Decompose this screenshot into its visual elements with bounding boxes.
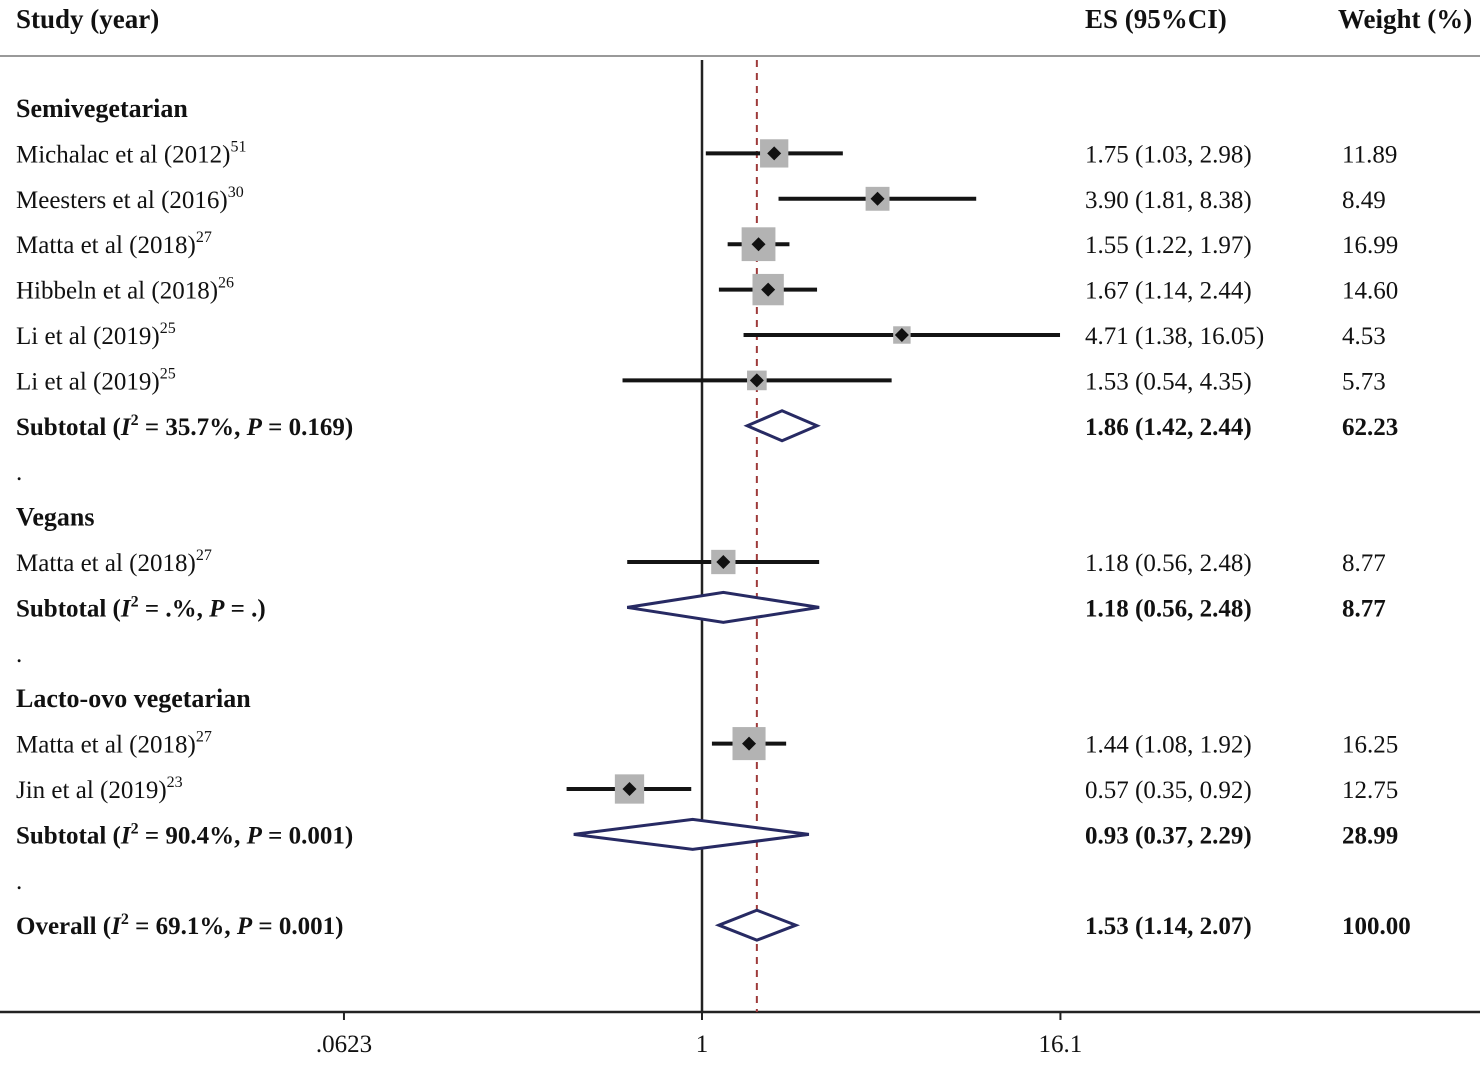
- axis-tick-label: 1: [696, 1031, 709, 1058]
- subtotal-diamond: [626, 590, 820, 624]
- point-estimate-marker: [761, 282, 776, 297]
- group-label: Vegans: [16, 503, 95, 532]
- weight-value: 16.99: [1342, 232, 1398, 259]
- es-value: 0.93 (0.37, 2.29): [1085, 822, 1252, 849]
- study-label: Matta et al (2018)27: [16, 547, 212, 577]
- es-value: 1.75 (1.03, 2.98): [1085, 141, 1252, 168]
- point-estimate-marker: [716, 555, 731, 569]
- overall-diamond: [714, 908, 801, 942]
- study-label: Michalac et al (2012)51: [16, 138, 247, 168]
- es-value: 0.57 (0.35, 0.92): [1085, 777, 1252, 804]
- study-label: Meesters et al (2016)30: [16, 184, 244, 214]
- point-estimate-marker: [622, 782, 637, 796]
- column-header-weight: Weight (%): [1338, 4, 1473, 34]
- study-label: Li et al (2019)25: [16, 320, 176, 350]
- es-value: 1.18 (0.56, 2.48): [1085, 550, 1252, 577]
- separator-dot: .: [16, 641, 22, 668]
- weight-value: 28.99: [1342, 822, 1398, 849]
- point-estimate-marker: [742, 736, 757, 751]
- subtotal-label: Subtotal (I2 = .%, P = .): [16, 593, 266, 622]
- weight-value: 4.53: [1342, 323, 1386, 350]
- axis-tick-label: .0623: [316, 1031, 372, 1058]
- es-value: 1.53 (1.14, 2.07): [1085, 913, 1252, 940]
- weight-value: 8.77: [1342, 550, 1386, 577]
- es-value: 1.44 (1.08, 1.92): [1085, 732, 1252, 759]
- study-label: Hibbeln et al (2018)26: [16, 275, 234, 305]
- weight-value: 8.49: [1342, 187, 1386, 214]
- subtotal-label: Subtotal (I2 = 90.4%, P = 0.001): [16, 820, 353, 849]
- study-label: Li et al (2019)25: [16, 365, 176, 395]
- column-header-es: ES (95%CI): [1085, 4, 1227, 34]
- es-value: 1.67 (1.14, 2.44): [1085, 278, 1252, 305]
- subtotal-diamond: [743, 409, 821, 443]
- es-value: 1.86 (1.42, 2.44): [1085, 414, 1252, 441]
- point-estimate-marker: [870, 191, 885, 206]
- point-estimate-marker: [894, 328, 909, 342]
- group-label: Semivegetarian: [16, 94, 188, 123]
- subtotal-label: Subtotal (I2 = 35.7%, P = 0.169): [16, 412, 353, 441]
- weight-value: 12.75: [1342, 777, 1398, 804]
- weight-value: 5.73: [1342, 368, 1386, 395]
- weight-value: 100.00: [1342, 913, 1411, 940]
- weight-value: 14.60: [1342, 278, 1398, 305]
- weight-value: 62.23: [1342, 414, 1398, 441]
- es-value: 4.71 (1.38, 16.05): [1085, 323, 1264, 350]
- column-header-study: Study (year): [16, 4, 160, 34]
- es-value: 1.55 (1.22, 1.97): [1085, 232, 1252, 259]
- es-value: 1.53 (0.54, 4.35): [1085, 368, 1252, 395]
- weight-value: 11.89: [1342, 141, 1397, 168]
- separator-dot: .: [16, 868, 22, 895]
- weight-value: 8.77: [1342, 595, 1386, 622]
- point-estimate-marker: [751, 237, 766, 252]
- point-estimate-marker: [749, 373, 764, 388]
- subtotal-diamond: [573, 817, 810, 851]
- es-value: 3.90 (1.81, 8.38): [1085, 187, 1252, 214]
- axis-tick-label: 16.1: [1039, 1031, 1083, 1058]
- study-label: Jin et al (2019)23: [16, 774, 183, 804]
- study-label: Matta et al (2018)27: [16, 229, 212, 259]
- group-label: Lacto-ovo vegetarian: [16, 684, 251, 713]
- overall-label: Overall (I2 = 69.1%, P = 0.001): [16, 911, 343, 940]
- point-estimate-marker: [767, 146, 782, 161]
- study-label: Matta et al (2018)27: [16, 729, 212, 759]
- weight-value: 16.25: [1342, 732, 1398, 759]
- separator-dot: .: [16, 459, 22, 486]
- es-value: 1.18 (0.56, 2.48): [1085, 595, 1252, 622]
